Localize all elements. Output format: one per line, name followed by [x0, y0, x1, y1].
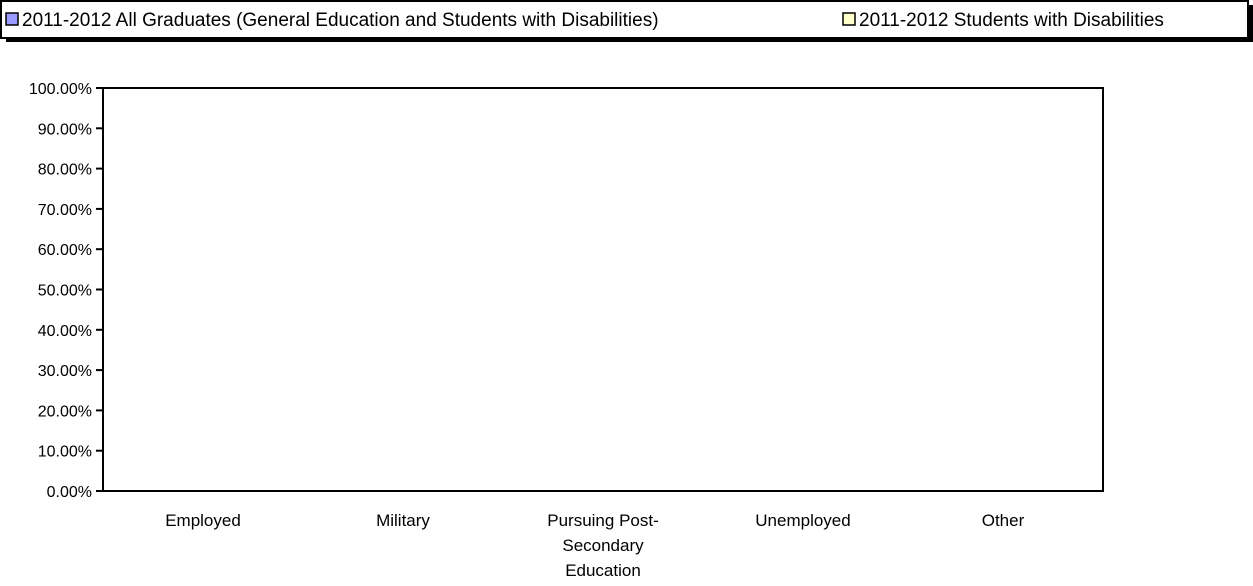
legend-label-series-2: 2011-2012 Students with Disabilities — [859, 10, 1164, 31]
x-category-label: Pursuing Post- Secondary Education — [547, 511, 659, 580]
legend-swatch-series-1 — [5, 12, 19, 26]
x-category-label: Military — [376, 511, 430, 530]
x-category-label: Employed — [165, 511, 241, 530]
y-tick-label: 80.00% — [38, 162, 92, 179]
x-category-label: Other — [982, 511, 1025, 530]
x-category-label-line: Education — [565, 561, 641, 580]
x-category-label-line: Unemployed — [755, 511, 850, 530]
y-tick-label: 50.00% — [38, 283, 92, 300]
x-category-label-line: Employed — [165, 511, 241, 530]
legend-box — [0, 0, 1249, 39]
y-tick-label: 100.00% — [29, 81, 92, 98]
y-tick-label: 70.00% — [38, 202, 92, 219]
y-tick-label: 30.00% — [38, 363, 92, 380]
legend: 2011-2012 All Graduates (General Educati… — [0, 0, 1253, 42]
y-axis: 0.00% 10.00% 20.00% 30.00% 40.00% 50.00% 60.00… — [29, 81, 103, 501]
x-axis: Employed Military Pursuing Post- Secondary E… — [165, 511, 1024, 580]
y-tick-label: 40.00% — [38, 323, 92, 340]
x-category-label-line: Secondary — [562, 536, 644, 555]
x-category-label-line: Other — [982, 511, 1025, 530]
x-category-label-line: Military — [376, 511, 430, 530]
y-tick-label: 90.00% — [38, 121, 92, 138]
plot-area — [102, 87, 1104, 492]
x-category-label: Unemployed — [755, 511, 850, 530]
y-tick-label: 60.00% — [38, 242, 92, 259]
y-tick-label: 0.00% — [47, 484, 92, 501]
y-tick-label: 10.00% — [38, 444, 92, 461]
legend-label-series-1: 2011-2012 All Graduates (General Educati… — [22, 10, 659, 31]
y-tick-label: 20.00% — [38, 403, 92, 420]
legend-swatch-series-2 — [842, 12, 856, 26]
x-category-label-line: Pursuing Post- — [547, 511, 659, 530]
